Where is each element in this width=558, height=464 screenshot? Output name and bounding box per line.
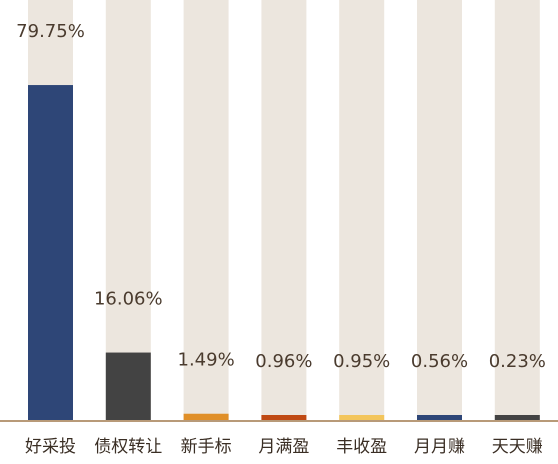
- bar-4-value: [261, 415, 306, 420]
- bar-5-value-label: 0.95%: [333, 351, 390, 372]
- bar-4-category-label: 月满盈: [258, 437, 309, 457]
- category-labels: 好采投 债权转让 新手标 月满盈 丰收盈 月月赚 天天赚: [25, 437, 543, 457]
- bar-1-category-label: 好采投: [25, 437, 76, 457]
- bar-3-value-label: 1.49%: [178, 350, 235, 371]
- bar-3-category-label: 新手标: [181, 437, 232, 457]
- bar-7-category-label: 天天赚: [492, 437, 543, 457]
- bar-6-category-label: 月月赚: [414, 437, 465, 457]
- bar-6-value-label: 0.56%: [411, 351, 468, 372]
- bar-2-category-label: 债权转让: [94, 437, 162, 457]
- bar-5-category-label: 丰收盈: [336, 437, 387, 457]
- bar-1-value-label: 79.75%: [16, 21, 85, 42]
- bar-5-value: [339, 415, 384, 420]
- bar-7-value: [495, 415, 540, 420]
- bar-4-value-label: 0.96%: [255, 351, 312, 372]
- bar-7-value-label: 0.23%: [489, 351, 546, 372]
- bar-2-value: [106, 353, 151, 420]
- bar-3-value: [184, 414, 229, 420]
- bar-2-value-label: 16.06%: [94, 289, 163, 310]
- bar-1-value: [28, 85, 73, 420]
- bar-6-value: [417, 415, 462, 420]
